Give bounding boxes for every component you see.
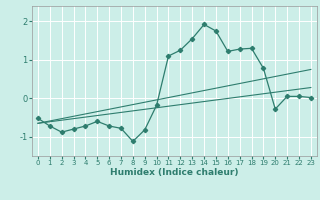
X-axis label: Humidex (Indice chaleur): Humidex (Indice chaleur)	[110, 168, 239, 177]
